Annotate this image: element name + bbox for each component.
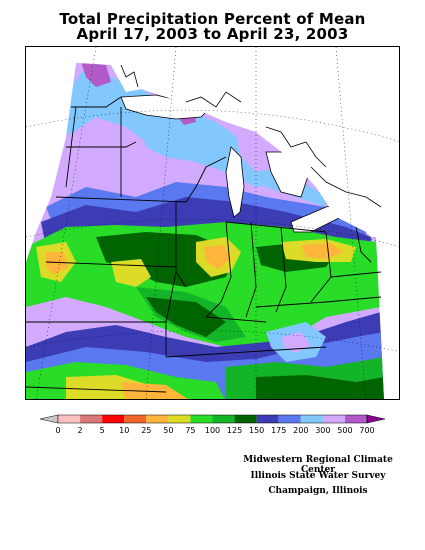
map-title-line-1: Total Precipitation Percent of Mean (59, 10, 366, 28)
credit-line-2: Illinois State Water Survey (250, 471, 386, 481)
legend-arrow-low (39, 414, 59, 424)
legend-label: 2 (78, 426, 83, 435)
legend-label: 150 (249, 426, 264, 435)
legend-label: 500 (337, 426, 352, 435)
legend-label: 75 (185, 426, 195, 435)
legend-label: 100 (205, 426, 220, 435)
legend-swatch (278, 415, 301, 423)
legend-label: 50 (163, 426, 173, 435)
canada-region (111, 47, 399, 232)
legend-label: 175 (271, 426, 286, 435)
legend-label: 10 (119, 426, 129, 435)
credit-line-3: Champaign, Illinois (268, 486, 368, 496)
legend-outline (57, 414, 368, 424)
lake-superior (120, 94, 212, 120)
legend-svg: 0 2 5 10 25 50 75 100 125 150 175 200 300 500 700 (39, 414, 386, 435)
legend-swatch (256, 415, 279, 423)
legend-swatch (146, 415, 169, 423)
legend-swatch (322, 415, 345, 423)
legend-swatch (300, 415, 323, 423)
precipitation-fill (26, 63, 384, 399)
legend-swatch (58, 415, 81, 423)
legend-arrow-high (366, 414, 386, 424)
legend-label: 25 (141, 426, 151, 435)
coastline (120, 64, 382, 208)
legend-label: 300 (315, 426, 330, 435)
precipitation-map-svg (26, 47, 399, 399)
map-title-line-2: April 17, 2003 to April 23, 2003 (76, 25, 349, 43)
legend-swatch (124, 415, 147, 423)
legend-label: 0 (55, 426, 60, 435)
legend-label: 5 (100, 426, 105, 435)
graticule (26, 47, 399, 399)
legend-label: 700 (359, 426, 374, 435)
legend-swatch (212, 415, 235, 423)
legend-swatch (80, 415, 103, 423)
western-blank-region (26, 47, 111, 262)
precipitation-map (25, 46, 400, 400)
color-legend: 0 2 5 10 25 50 75 100 125 150 175 200 300 500 700 (39, 412, 386, 442)
state-boundaries (26, 96, 382, 393)
legend-swatch (190, 415, 213, 423)
legend-swatch (102, 415, 125, 423)
credit-line-1: Midwestern Regional Climate Center (243, 455, 393, 475)
lake-michigan (225, 146, 245, 218)
legend-label: 125 (227, 426, 242, 435)
legend-label: 200 (293, 426, 308, 435)
legend-swatch (234, 415, 257, 423)
legend-swatch (344, 415, 367, 423)
legend-swatch (168, 415, 191, 423)
